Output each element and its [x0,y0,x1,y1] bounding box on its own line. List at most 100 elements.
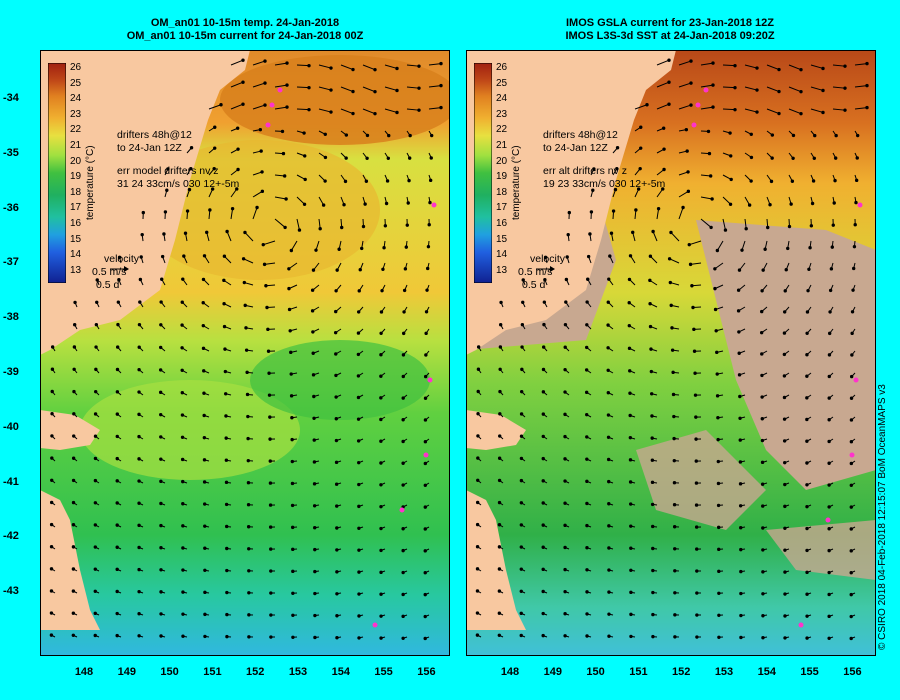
right-colorbar-tick: 22 [496,124,508,136]
right-colorbar-tick: 14 [496,249,508,261]
left-colorbar-tick: 23 [70,108,82,120]
left-drifters-line1: drifters 48h@12 [117,129,192,141]
right-velocity-arrows [475,58,869,641]
lat-tick-label: -36 [3,201,19,214]
right-err-line2: 19 23 33cm/s 030 12+-5m [543,178,666,190]
right-map [466,50,876,656]
left-colorbar-tick: 15 [70,233,82,245]
left-warm-patch [80,380,300,480]
left-lon-tick-label: 154 [331,666,350,678]
left-colorbar-title: temperature (°C) [85,145,96,220]
left-colorbar-tick: 19 [70,171,82,183]
lat-tick-label: -41 [3,475,19,488]
right-colorbar-svg [473,62,493,284]
left-velocity-key: velocity 0.5 m/s 0.5 d [92,253,139,292]
right-land-tasmania [466,490,526,630]
left-title-line2: OM_an01 10-15m current for 24-Jan-2018 0… [126,30,364,42]
left-colorbar-tick: 21 [70,140,82,151]
lat-tick-label: -39 [3,366,19,378]
left-warm-eddy [140,140,380,280]
left-cool-patch [250,340,430,420]
left-colorbar-tick: 13 [70,264,82,276]
lat-tick-label: -40 [3,420,19,433]
right-lon-tick-label: 150 [586,666,605,678]
left-lon-tick-label: 153 [288,666,308,678]
right-title-line1: IMOS GSLA current for 23-Jan-2018 12Z [565,17,775,29]
right-land-mainland [466,50,676,355]
right-colorbar-tick: 24 [496,93,508,105]
left-map-svg [40,50,450,656]
right-lon-tick-label: 156 [843,666,862,678]
left-lon-tick-label: 152 [246,666,265,678]
right-map-svg [466,50,876,656]
right-velocity-label: velocity [530,253,566,265]
lat-tick-label: -37 [3,256,19,269]
left-colorbar-svg [47,62,67,284]
left-colorbar-tick: 25 [70,77,82,89]
lat-tick-label: -43 [3,585,19,598]
right-err-line1: err alt drifters nv z [543,165,628,177]
right-lon-tick-label: 149 [543,666,562,678]
right-drifters [691,87,863,628]
right-colorbar-tick: 19 [496,171,508,183]
right-colorbar-tick: 23 [496,108,508,120]
lat-tick-label: -42 [3,530,19,543]
right-velocity-time: 0.5 d [522,279,546,291]
lat-tick-label: -38 [3,311,19,324]
left-colorbar-tick: 17 [70,202,82,214]
right-velocity-arrow-icon [536,266,555,272]
left-colorbar-tick: 22 [70,124,82,136]
left-colorbar-tick: 20 [70,155,82,167]
right-drifters-line2: to 24-Jan 12Z [543,142,608,154]
left-land-island [40,410,100,450]
left-velocity-arrows [49,58,443,641]
right-title: IMOS GSLA current for 23-Jan-2018 12Z IM… [465,17,875,43]
credit-text: © CSIRO 2018 04-Feb-2018 12:15:07 BoM Oc… [877,384,888,650]
left-drifters [265,87,437,628]
right-colorbar-tick: 17 [496,202,508,214]
left-velocity-label: velocity [104,253,140,265]
right-colorbar-tick: 26 [496,62,508,73]
left-lon-tick-label: 151 [203,666,222,678]
right-title-line2: IMOS L3S-3d SST at 24-Jan-2018 09:20Z [565,30,775,42]
right-colorbar-tick: 25 [496,77,508,89]
right-colorbar-tick: 16 [496,218,508,229]
lat-tick-label: -35 [3,146,19,159]
left-velocity-time: 0.5 d [96,279,120,291]
left-map-frame [40,50,450,656]
right-drifters-line1: drifters 48h@12 [543,129,618,141]
left-lon-tick-label: 155 [374,666,393,678]
right-colorbar-title: temperature (°C) [511,145,522,220]
left-lon-tick-label: 149 [117,666,136,678]
right-velocity-key: velocity 0.5 m/s 0.5 d [518,253,565,292]
left-colorbar-tick: 16 [70,218,82,229]
right-map-frame [466,50,876,656]
right-colorbar-tick: 13 [496,264,508,276]
right-lon-tick-label: 155 [800,666,819,678]
right-lon-tick-label: 154 [757,666,776,678]
left-title: OM_an01 10-15m temp. 24-Jan-2018 OM_an01… [40,17,450,43]
left-lon-tick-label: 148 [74,666,94,678]
right-colorbar-tick: 21 [496,140,508,151]
right-drifters-note: drifters 48h@12 to 24-Jan 12Z [543,129,618,155]
right-land-island [466,410,526,450]
right-err-note: err alt drifters nv z 19 23 33cm/s 030 1… [543,165,665,191]
left-land-mainland [40,50,250,355]
lat-tick-label: -34 [3,92,19,104]
right-nodata-east [696,220,876,490]
right-nodata-south [636,430,766,530]
left-title-line1: OM_an01 10-15m temp. 24-Jan-2018 [150,17,340,29]
right-lon-tick-label: 148 [500,666,520,678]
left-lon-tick-label: 156 [417,666,436,678]
right-colorbar-tick: 15 [496,233,508,245]
left-land-tasmania [40,490,100,630]
left-colorbar-tick: 26 [70,62,82,73]
right-colorbar-tick: 18 [496,186,508,198]
left-colorbar [47,62,67,288]
left-err-line1: err model drifters nv z [117,165,219,177]
right-lon-tick-label: 151 [629,666,648,678]
right-lon-tick-label: 152 [672,666,691,678]
left-colorbar-tick: 24 [70,93,82,105]
left-drifters-note: drifters 48h@12 to 24-Jan 12Z [117,129,192,155]
right-nodata-southeast [766,520,876,580]
